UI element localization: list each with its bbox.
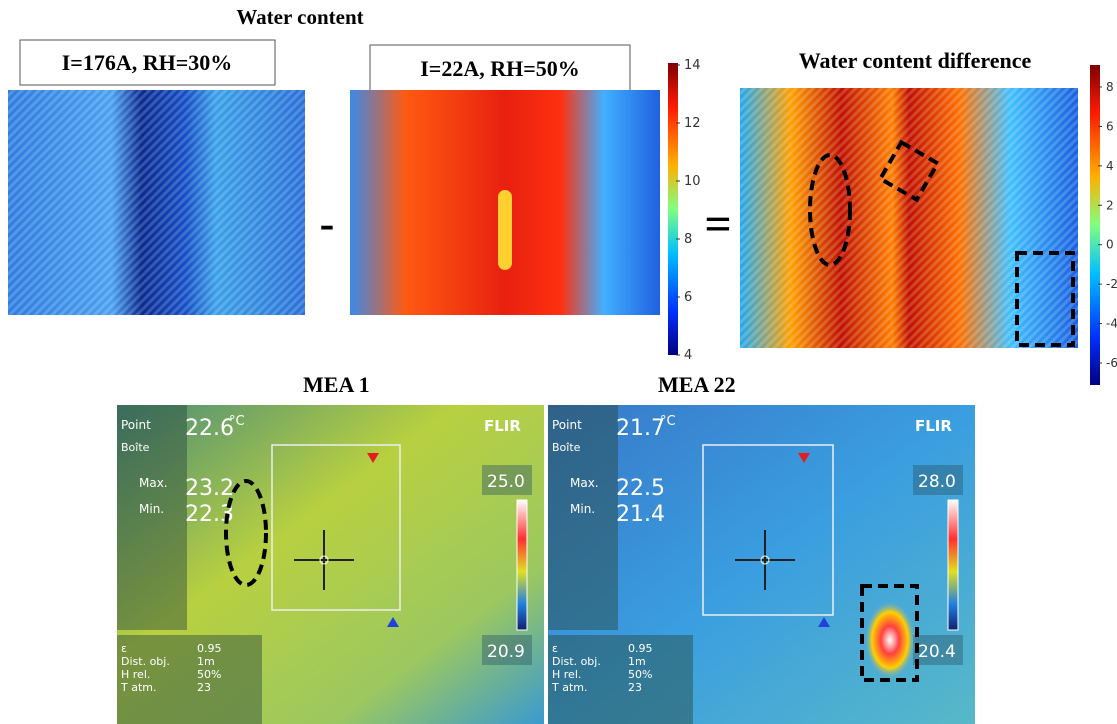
- tick-label: -2: [1106, 277, 1117, 291]
- scale-box: [913, 465, 963, 495]
- param-label: H rel.: [552, 668, 581, 681]
- max-marker: [798, 453, 810, 463]
- highlight: [860, 584, 919, 682]
- label: Point: [121, 418, 151, 432]
- scale-bar: [516, 499, 528, 631]
- tick-label: 2: [1106, 198, 1114, 212]
- heatmap-texture: [740, 88, 1078, 348]
- colorbar-ticks: 8 6 4 2 0 -2 -4 -6: [1098, 80, 1117, 370]
- colorbar: [1090, 65, 1100, 385]
- scale-max: 28.0: [918, 472, 956, 492]
- param-value: 50%: [197, 668, 221, 681]
- value: 22.5: [616, 476, 665, 501]
- label: Min.: [570, 502, 595, 516]
- overlay: [117, 635, 262, 724]
- tick-label: 6: [684, 290, 692, 305]
- title: Water content: [236, 5, 363, 29]
- crosshair-center: [319, 555, 329, 565]
- tick-label: -4: [1106, 317, 1117, 331]
- label: Boîte: [121, 441, 150, 454]
- brand: FLIR: [484, 417, 521, 435]
- param-label: ε: [121, 642, 127, 655]
- panel-label: I=176A, RH=30%: [62, 50, 233, 75]
- unit: °C: [229, 414, 245, 429]
- panel-title: MEA 22: [658, 372, 736, 397]
- highlight: [224, 479, 268, 587]
- scale-min: 20.9: [487, 642, 525, 662]
- param-value: 0.95: [197, 642, 222, 655]
- label: Boîte: [552, 441, 581, 454]
- tick-label: 6: [1106, 119, 1114, 133]
- operator: =: [704, 198, 731, 251]
- hot-spot: [864, 600, 916, 680]
- tick-label: 10: [684, 174, 701, 189]
- max-marker: [367, 453, 379, 463]
- param-label: H rel.: [121, 668, 150, 681]
- colorbar-ticks: 14 12 10 8 6 4: [676, 58, 701, 363]
- label: Max.: [139, 476, 168, 490]
- colorbar: [668, 63, 678, 355]
- param-value: 23: [628, 681, 642, 694]
- scale-min: 20.4: [918, 642, 956, 662]
- tick-label: 14: [684, 58, 701, 73]
- panel-title: MEA 1: [303, 372, 370, 397]
- label: Min.: [139, 502, 164, 516]
- heatmap-texture: [8, 90, 305, 315]
- tick-label: -6: [1106, 356, 1117, 370]
- overlay: [548, 635, 693, 724]
- param-value: 1m: [197, 655, 215, 668]
- label-box: [19, 39, 276, 86]
- label: Point: [552, 418, 582, 432]
- heatmap-feature: [498, 190, 512, 270]
- highlight: [1015, 251, 1075, 347]
- param-label: ε: [552, 642, 558, 655]
- scale-box: [482, 635, 532, 665]
- tick-label: 12: [684, 116, 701, 131]
- overlay: [548, 405, 618, 630]
- tick-label: 4: [1106, 159, 1114, 173]
- highlight: [877, 139, 941, 203]
- overlay: [117, 405, 187, 630]
- unit: °C: [660, 414, 676, 429]
- panel-label: I=22A, RH=50%: [420, 56, 580, 81]
- param-value: 50%: [628, 668, 652, 681]
- value: 21.4: [616, 502, 665, 527]
- param-label: T atm.: [120, 681, 156, 694]
- crosshair-center: [760, 555, 770, 565]
- scale-max: 25.0: [487, 472, 525, 492]
- measure-box: [702, 444, 834, 616]
- label: Max.: [570, 476, 599, 490]
- value: 23.2: [185, 476, 234, 501]
- param-value: 0.95: [628, 642, 653, 655]
- param-label: Dist. obj.: [121, 655, 170, 668]
- title: Water content difference: [799, 48, 1032, 73]
- param-value: 23: [197, 681, 211, 694]
- thermal-image: [117, 405, 544, 724]
- operator: -: [320, 199, 335, 248]
- tick-label: 8: [1106, 80, 1114, 94]
- value: 22.6: [185, 416, 234, 441]
- highlight: [808, 153, 852, 267]
- scale-bar: [947, 499, 959, 631]
- scale-box: [913, 635, 963, 665]
- scale-box: [482, 465, 532, 495]
- min-marker: [818, 617, 830, 627]
- min-marker: [387, 617, 399, 627]
- param-label: Dist. obj.: [552, 655, 601, 668]
- param-label: T atm.: [551, 681, 587, 694]
- measure-box: [271, 444, 401, 611]
- tick-label: 8: [684, 232, 692, 247]
- label-box: [369, 44, 631, 93]
- tick-label: 4: [684, 348, 692, 363]
- param-value: 1m: [628, 655, 646, 668]
- value: 21.7: [616, 416, 665, 441]
- brand: FLIR: [915, 417, 952, 435]
- tick-label: 0: [1106, 238, 1114, 252]
